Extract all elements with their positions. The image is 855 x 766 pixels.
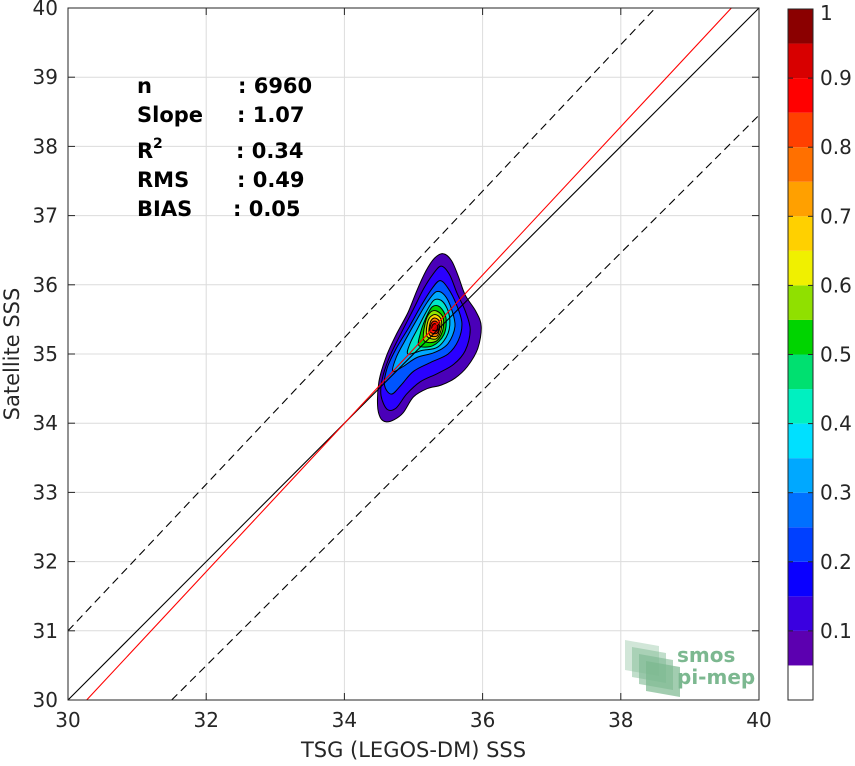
colorbar-tick-label: 0.8 bbox=[820, 135, 852, 159]
colorbar-tick-label: 0.9 bbox=[820, 66, 852, 90]
x-tick-label: 40 bbox=[746, 708, 771, 732]
y-tick-label: 33 bbox=[33, 480, 58, 504]
stat-value-r: : 0.34 bbox=[236, 139, 304, 163]
colorbar-bin bbox=[788, 630, 813, 666]
colorbar-tick-label: 0.7 bbox=[820, 204, 852, 228]
colorbar-tick-label: 0.1 bbox=[820, 619, 852, 643]
colorbar-bin bbox=[788, 147, 813, 182]
x-tick-label: 38 bbox=[608, 708, 633, 732]
reference-lines bbox=[67, 7, 760, 701]
x-tick-label: 34 bbox=[332, 708, 357, 732]
logo-graphic bbox=[625, 640, 680, 697]
x-tick-label: 30 bbox=[55, 708, 80, 732]
watermark-line1: smos bbox=[677, 643, 735, 667]
axes: 30 32 34 36 38 40 30 31 32 33 34 35 36 37 38 39 40 bbox=[33, 0, 772, 732]
stat-label-r: R bbox=[137, 139, 153, 163]
stats-box: n : 6960 Slope : 1.07 R 2 : 0.34 RMS : 0.49 BIAS:… bbox=[137, 74, 312, 221]
colorbar-tick-label: 0.2 bbox=[820, 550, 852, 574]
x-axis-label: TSG (LEGOS-DM) SSS bbox=[300, 738, 526, 762]
stat-value-rms: : 0.49 bbox=[237, 168, 305, 192]
x-tick-label: 36 bbox=[470, 708, 495, 732]
colorbar-bin bbox=[788, 458, 813, 493]
colorbar-bin bbox=[788, 561, 813, 597]
stat-label-n: n bbox=[137, 74, 152, 98]
stat-value-bias: : 0.05 bbox=[233, 197, 301, 221]
colorbar-bin bbox=[788, 389, 813, 424]
lower-bound-line bbox=[171, 114, 760, 701]
stat-label-rms: RMS bbox=[137, 168, 189, 192]
colorbar-bin bbox=[788, 354, 813, 390]
y-tick-label: 31 bbox=[33, 619, 58, 643]
y-tick-label: 34 bbox=[33, 411, 58, 435]
colorbar-bin bbox=[788, 181, 813, 217]
colorbar-bin bbox=[788, 527, 813, 562]
stat-label-bias: BIAS bbox=[137, 197, 192, 221]
colorbar: 0.1 0.2 0.3 0.4 0.5 0.6 0.7 0.8 0.9 1 bbox=[787, 1, 852, 701]
colorbar-bin bbox=[788, 9, 813, 44]
watermark-line2: pi-mep bbox=[677, 665, 755, 689]
logo-layer-shape bbox=[646, 661, 680, 697]
colorbar-bin bbox=[788, 78, 813, 113]
y-tick-label: 38 bbox=[33, 134, 58, 158]
stat-value-slope: : 1.07 bbox=[237, 103, 305, 127]
colorbar-tick-label: 0.5 bbox=[820, 343, 852, 367]
colorbar-bin bbox=[788, 43, 813, 79]
colorbar-bin bbox=[788, 319, 813, 355]
colorbar-bin bbox=[788, 250, 813, 286]
y-tick-label: 36 bbox=[33, 273, 58, 297]
y-tick-label: 37 bbox=[33, 204, 58, 228]
y-tick-label: 35 bbox=[33, 342, 58, 366]
colorbar-tick-label: 0.3 bbox=[820, 481, 852, 505]
y-tick-label: 40 bbox=[33, 0, 58, 20]
y-tick-label: 32 bbox=[33, 550, 58, 574]
y-tick-label: 39 bbox=[33, 65, 58, 89]
colorbar-tick-label: 0.4 bbox=[820, 412, 852, 436]
stat-value-n: : 6960 bbox=[238, 74, 312, 98]
colorbar-bin bbox=[788, 492, 813, 528]
y-axis-label: Satellite SSS bbox=[0, 288, 24, 421]
stat-label-superscript: 2 bbox=[153, 136, 163, 152]
grid bbox=[68, 8, 759, 700]
colorbar-tick-label: 0.6 bbox=[820, 273, 852, 297]
identity-line bbox=[67, 7, 760, 701]
colorbar-bin bbox=[788, 216, 813, 251]
colorbar-bin bbox=[788, 112, 813, 148]
colorbar-bin bbox=[788, 285, 813, 320]
regression-line bbox=[86, 7, 732, 701]
y-tick-label: 30 bbox=[33, 688, 58, 712]
colorbar-bin bbox=[788, 665, 813, 700]
colorbar-tick-label: 1 bbox=[820, 1, 833, 25]
stat-label-slope: Slope bbox=[137, 103, 203, 127]
x-tick-label: 32 bbox=[193, 708, 218, 732]
colorbar-bin bbox=[788, 423, 813, 459]
colorbar-bin bbox=[788, 596, 813, 631]
